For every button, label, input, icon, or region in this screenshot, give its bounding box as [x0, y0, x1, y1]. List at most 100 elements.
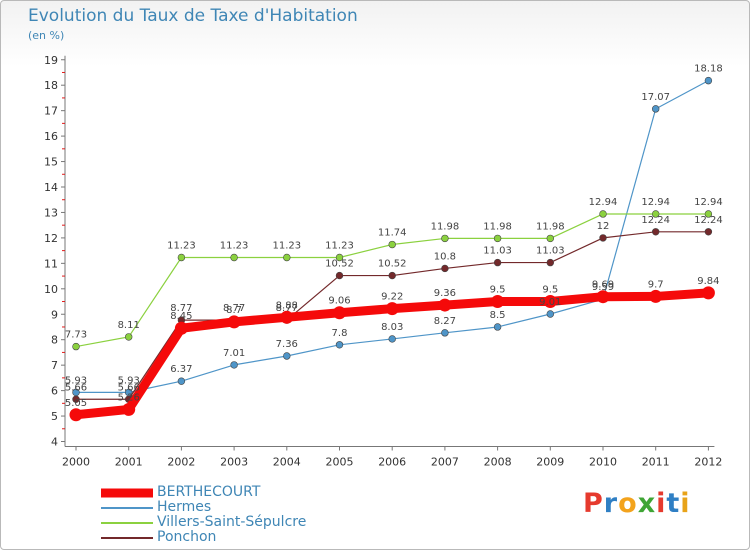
data-point — [701, 286, 715, 300]
data-label: 9.69 — [592, 280, 614, 291]
y-tick-label: 8 — [51, 334, 58, 347]
data-label: 18.18 — [694, 64, 723, 75]
data-label: 9.36 — [434, 288, 456, 299]
data-label: 11.98 — [536, 221, 565, 232]
data-point — [227, 315, 241, 329]
data-label: 8.77 — [276, 303, 298, 314]
data-label: 8.03 — [381, 322, 403, 333]
data-label: 8.11 — [118, 320, 140, 331]
proxiti-logo: Proxiti — [583, 488, 691, 519]
data-label: 5.66 — [65, 382, 87, 393]
data-label: 9.7 — [648, 279, 664, 290]
y-tick-label: 10 — [44, 283, 58, 296]
legend-item: Ponchon — [101, 530, 381, 545]
data-label: 11.03 — [483, 246, 512, 257]
data-label: 8.7 — [226, 305, 242, 316]
data-point — [441, 234, 449, 243]
logo-letter: o — [618, 488, 638, 519]
data-point — [704, 228, 713, 236]
legend-swatch — [101, 506, 153, 509]
data-label: 11.98 — [431, 221, 460, 232]
data-label: 7.01 — [223, 348, 245, 359]
x-tick-label: 2011 — [642, 456, 670, 469]
y-tick-label: 15 — [44, 156, 58, 169]
data-label: 11.98 — [483, 221, 512, 232]
data-point — [441, 264, 449, 273]
data-point — [388, 240, 396, 249]
data-label: 9.06 — [328, 296, 350, 307]
y-tick-label: 14 — [44, 181, 58, 194]
data-label: 11.23 — [325, 240, 354, 251]
data-label: 8.27 — [434, 316, 456, 327]
y-tick-label: 11 — [44, 257, 58, 270]
data-point — [122, 402, 136, 416]
data-label: 5.93 — [118, 375, 140, 386]
data-point — [441, 329, 449, 337]
data-point — [283, 253, 291, 262]
x-tick-label: 2004 — [273, 456, 301, 469]
data-label: 10.52 — [325, 259, 354, 270]
data-point — [649, 289, 663, 303]
data-label: 7.8 — [332, 328, 348, 339]
data-point — [651, 210, 660, 218]
data-point — [335, 253, 344, 262]
y-tick-label: 6 — [51, 385, 58, 398]
data-label: 9.01 — [539, 297, 561, 308]
data-point — [651, 105, 660, 113]
legend-swatch — [101, 536, 153, 539]
line-chart: 4 5 6 7 8 9 10 11 12 13 14 15 16 17 18 19 2000 2001 2002 20… — [44, 54, 723, 469]
data-point — [335, 341, 344, 349]
logo-letter: t — [666, 488, 681, 519]
logo-letter: i — [656, 488, 667, 519]
logo-letter: r — [603, 488, 619, 519]
data-label: 9.84 — [697, 276, 719, 287]
x-tick-label: 2003 — [220, 456, 248, 469]
logo-letter: P — [583, 488, 604, 519]
data-point — [230, 253, 238, 262]
data-point — [72, 342, 80, 351]
data-point — [124, 333, 133, 341]
data-label: 8.45 — [170, 311, 192, 322]
legend-swatch — [101, 521, 153, 524]
data-point — [177, 377, 186, 385]
data-point — [491, 295, 505, 309]
data-point — [546, 310, 554, 318]
legend-label: BERTHECOURT — [157, 484, 261, 500]
series-berthecourt — [69, 286, 715, 422]
data-point — [72, 395, 80, 403]
data-label: 11.23 — [167, 240, 196, 251]
y-tick-label: 16 — [44, 130, 58, 143]
data-point — [333, 306, 346, 320]
data-label: 12.94 — [694, 197, 723, 208]
data-label: 11.23 — [272, 240, 301, 251]
data-label: 6.37 — [170, 364, 192, 375]
data-label: 8.5 — [490, 310, 506, 321]
data-label: 12 — [597, 221, 610, 232]
data-label: 7.73 — [65, 330, 87, 341]
data-point — [69, 408, 83, 422]
data-point — [177, 253, 186, 262]
data-point — [599, 234, 607, 242]
data-point — [596, 290, 610, 304]
chart-title: Evolution du Taux de Taxe d'Habitation — [28, 6, 358, 26]
data-label: 11.03 — [536, 246, 565, 257]
data-point — [599, 210, 607, 218]
y-tick-label: 17 — [44, 105, 58, 118]
x-tick-label: 2002 — [167, 456, 195, 469]
data-label: 5.66 — [118, 382, 140, 393]
data-label: 12.24 — [641, 215, 670, 226]
data-label: 8.88 — [276, 300, 298, 311]
series-villers-saint-s-pulcre — [72, 210, 713, 351]
legend-item: Villers-Saint-Sépulcre — [101, 515, 381, 530]
legend-item: BERTHECOURT — [101, 485, 381, 500]
x-tick-label: 2000 — [62, 456, 90, 469]
data-point — [651, 228, 660, 236]
data-point — [704, 76, 713, 85]
y-tick-label: 19 — [44, 54, 58, 67]
data-point — [230, 361, 238, 369]
data-point — [283, 352, 291, 360]
legend-label: Villers-Saint-Sépulcre — [157, 514, 307, 530]
data-label: 10.8 — [434, 251, 456, 262]
legend-item: Hermes — [101, 500, 381, 515]
